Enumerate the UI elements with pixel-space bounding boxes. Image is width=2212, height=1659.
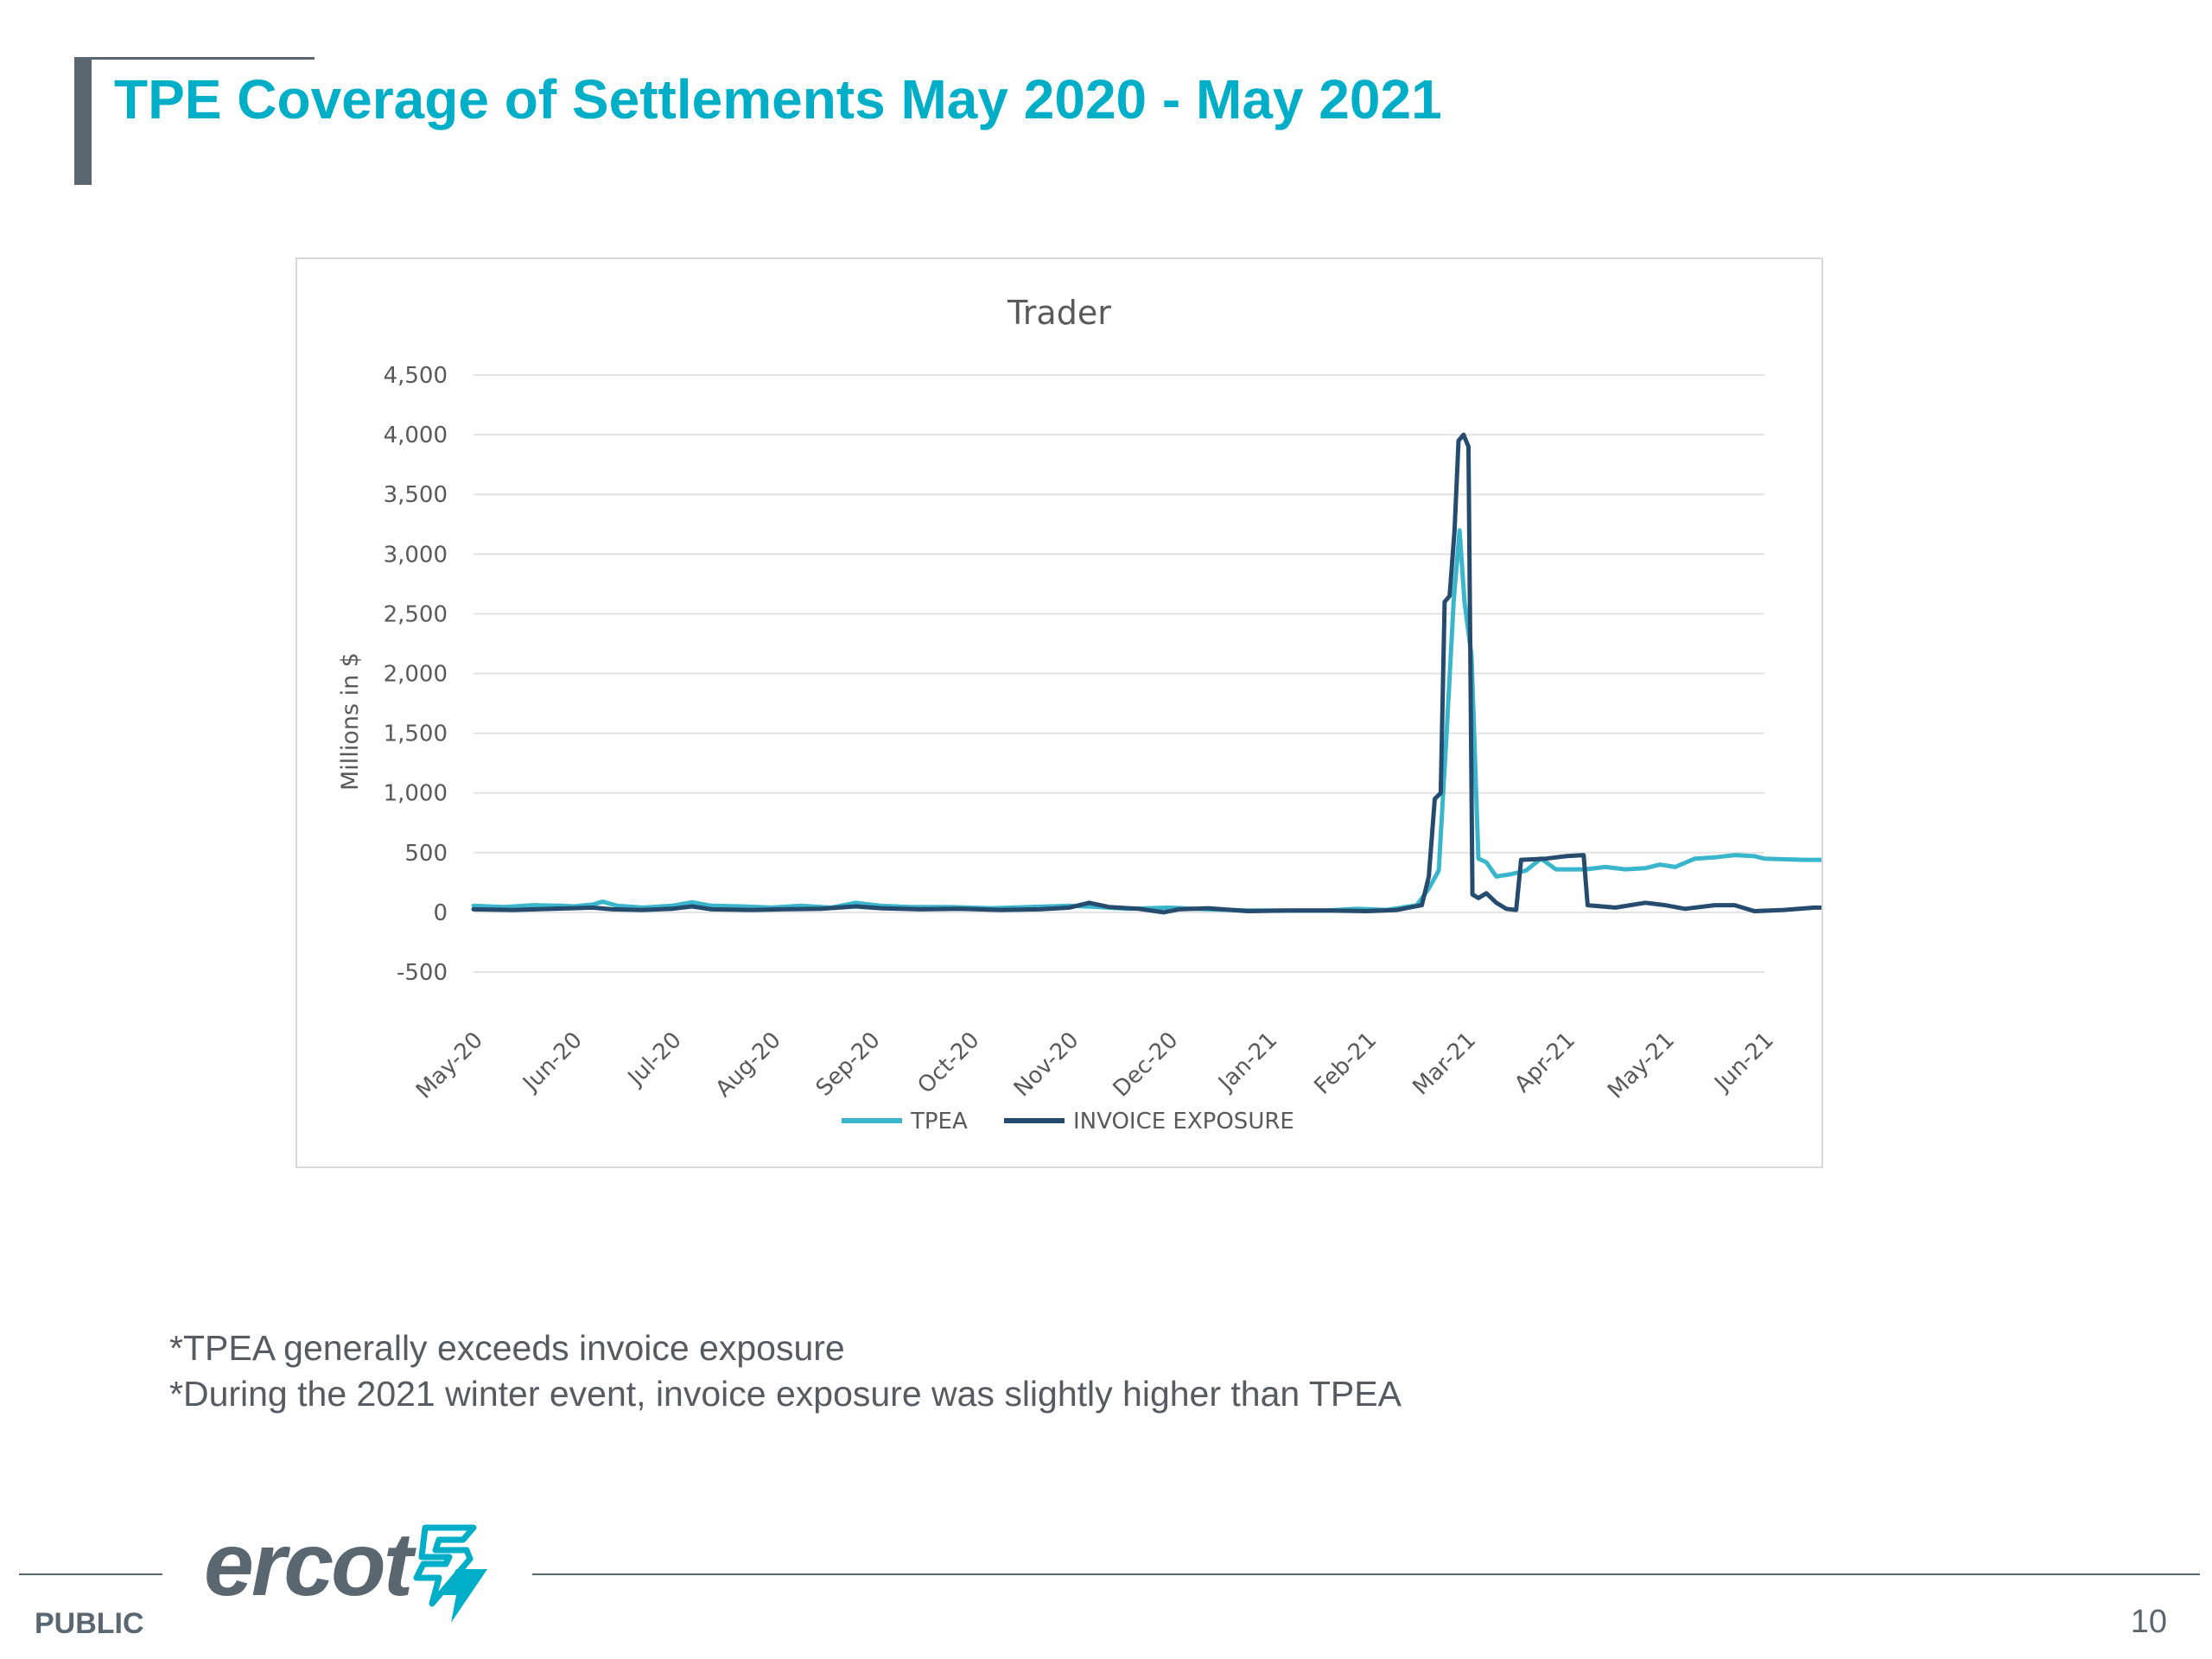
chart-frame: Trader Millions in $ -500 0 500 1,000 1,500 2… (296, 257, 1823, 1168)
x-tick-label: Jun-20 (517, 1027, 587, 1097)
y-tick-labels: -500 0 500 1,000 1,500 2,000 2,500 3,000 3,500 4,… (384, 363, 448, 986)
y-tick-label: 4,500 (384, 363, 448, 389)
y-axis-label: Millions in $ (337, 652, 364, 791)
footer-rule-right (532, 1573, 2200, 1575)
title-accent-bar (74, 57, 92, 185)
x-tick-label: Jun-21 (1709, 1027, 1779, 1097)
gridlines (474, 374, 1764, 973)
y-tick-label: -500 (397, 960, 448, 986)
slide-title: TPE Coverage of Settlements May 2020 - M… (114, 68, 1442, 130)
x-tick-label: May-21 (1603, 1027, 1680, 1104)
footer-rule-left (19, 1573, 162, 1575)
x-tick-labels: May-20 Jun-20 Jul-20 Aug-20 Sep-20 Oct-20 Nov-… (411, 1027, 1779, 1104)
series-line-invoice-exposure (471, 432, 1821, 915)
x-tick-label: Aug-20 (711, 1027, 786, 1103)
title-accent-rule (74, 57, 315, 60)
y-tick-label: 500 (404, 841, 448, 867)
legend-label: TPEA (910, 1109, 968, 1135)
y-tick-label: 3,000 (384, 542, 448, 568)
x-tick-label: Jul-20 (622, 1027, 687, 1092)
x-tick-label: Mar-21 (1408, 1027, 1481, 1101)
page-number: 10 (2130, 1604, 2167, 1640)
y-tick-label: 2,000 (384, 662, 448, 688)
y-tick-label: 0 (433, 900, 448, 926)
x-tick-label: Sep-20 (811, 1027, 886, 1102)
series-lines (471, 432, 1821, 915)
x-tick-label: Dec-20 (1109, 1027, 1184, 1103)
y-tick-label: 4,000 (384, 423, 448, 448)
logo-wordmark: ercot (204, 1515, 413, 1615)
legend: TPEA INVOICE EXPOSURE (842, 1109, 1294, 1135)
y-tick-label: 1,500 (384, 721, 448, 747)
x-tick-label: Nov-20 (1009, 1027, 1084, 1103)
bolt-icon (413, 1524, 487, 1623)
classification-label: PUBLIC (35, 1607, 144, 1640)
y-tick-label: 2,500 (384, 601, 448, 627)
note-tpea-exceeds: *TPEA generally exceeds invoice exposure (169, 1328, 845, 1368)
y-tick-label: 3,500 (384, 482, 448, 508)
note-winter-event: *During the 2021 winter event, invoice e… (169, 1374, 1402, 1414)
notes: *TPEA generally exceeds invoice exposure… (169, 1325, 1402, 1417)
legend-label: INVOICE EXPOSURE (1073, 1109, 1294, 1135)
x-tick-label: Apr-21 (1510, 1027, 1580, 1098)
x-tick-label: May-20 (411, 1027, 488, 1104)
x-tick-label: Jan-21 (1212, 1027, 1282, 1097)
ercot-logo: ercot (204, 1514, 498, 1635)
trader-chart: Trader Millions in $ -500 0 500 1,000 1,500 2… (337, 294, 1821, 1135)
x-tick-label: Feb-21 (1309, 1027, 1382, 1100)
chart-title: Trader (1007, 294, 1111, 332)
y-tick-label: 1,000 (384, 781, 448, 807)
x-tick-label: Oct-20 (913, 1027, 985, 1099)
